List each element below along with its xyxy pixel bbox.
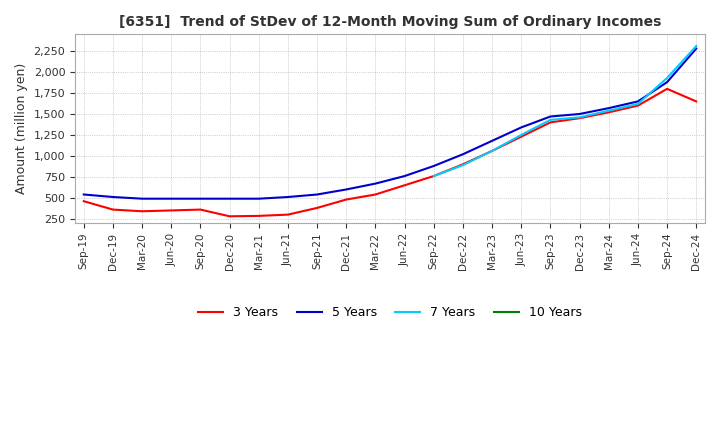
Y-axis label: Amount (million yen): Amount (million yen)	[15, 63, 28, 194]
3 Years	[138, 209, 146, 214]
7 Years	[517, 132, 526, 138]
Line: 7 Years: 7 Years	[433, 46, 696, 176]
7 Years	[429, 173, 438, 179]
5 Years	[604, 106, 613, 111]
3 Years	[663, 86, 672, 92]
3 Years	[604, 110, 613, 115]
3 Years	[284, 212, 292, 217]
7 Years	[546, 117, 554, 122]
5 Years	[400, 173, 409, 179]
5 Years	[459, 152, 467, 157]
3 Years	[196, 207, 204, 212]
5 Years	[487, 138, 496, 143]
3 Years	[254, 213, 263, 219]
7 Years	[634, 101, 642, 106]
7 Years	[692, 44, 701, 49]
3 Years	[312, 205, 321, 211]
5 Years	[546, 114, 554, 119]
5 Years	[109, 194, 117, 200]
5 Years	[225, 196, 234, 202]
5 Years	[196, 196, 204, 202]
7 Years	[604, 108, 613, 113]
3 Years	[79, 198, 88, 204]
5 Years	[342, 187, 351, 192]
3 Years	[400, 183, 409, 188]
Line: 5 Years: 5 Years	[84, 48, 696, 199]
3 Years	[634, 103, 642, 108]
5 Years	[79, 192, 88, 197]
5 Years	[517, 125, 526, 130]
5 Years	[284, 194, 292, 200]
Line: 3 Years: 3 Years	[84, 89, 696, 216]
3 Years	[225, 214, 234, 219]
3 Years	[575, 116, 584, 121]
Legend: 3 Years, 5 Years, 7 Years, 10 Years: 3 Years, 5 Years, 7 Years, 10 Years	[193, 301, 588, 324]
5 Years	[663, 80, 672, 85]
3 Years	[517, 134, 526, 139]
3 Years	[167, 208, 176, 213]
5 Years	[692, 46, 701, 51]
3 Years	[692, 99, 701, 104]
7 Years	[487, 148, 496, 154]
5 Years	[575, 111, 584, 117]
7 Years	[575, 115, 584, 120]
7 Years	[459, 162, 467, 168]
5 Years	[371, 181, 379, 186]
5 Years	[138, 196, 146, 202]
Title: [6351]  Trend of StDev of 12-Month Moving Sum of Ordinary Incomes: [6351] Trend of StDev of 12-Month Moving…	[119, 15, 661, 29]
3 Years	[429, 173, 438, 179]
5 Years	[634, 99, 642, 104]
5 Years	[312, 192, 321, 197]
7 Years	[663, 75, 672, 81]
3 Years	[342, 197, 351, 202]
3 Years	[109, 207, 117, 212]
5 Years	[167, 196, 176, 202]
5 Years	[254, 196, 263, 202]
5 Years	[429, 163, 438, 169]
3 Years	[371, 192, 379, 197]
3 Years	[546, 120, 554, 125]
3 Years	[459, 161, 467, 167]
3 Years	[487, 148, 496, 154]
